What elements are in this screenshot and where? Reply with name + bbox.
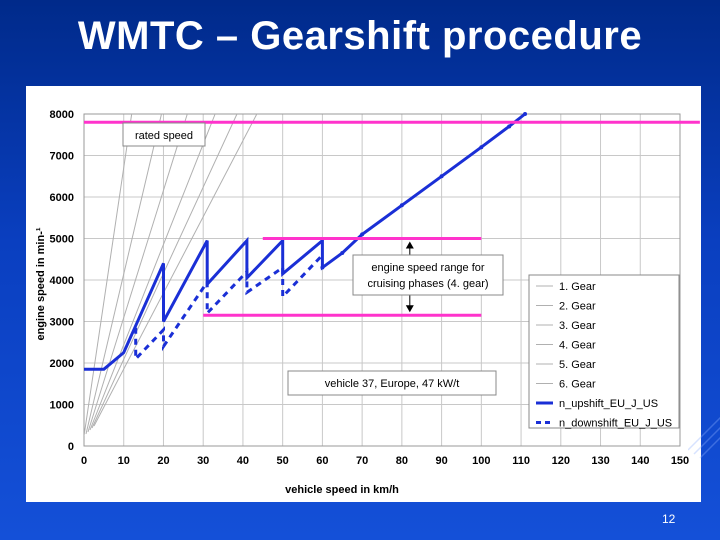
x-tick-label: 70 xyxy=(356,455,368,467)
downshift-series-line xyxy=(134,254,324,363)
x-tick-label: 130 xyxy=(591,455,609,467)
x-tick-label: 60 xyxy=(316,455,328,467)
rated-speed-box xyxy=(122,122,206,147)
x-tick-label: 110 xyxy=(512,455,530,467)
vehicle-info-box xyxy=(287,370,497,396)
gearshift-chart: 0 10 20 30 40 50 60 70 80 90 100 110 120 130 140 150 0 10… xyxy=(35,109,700,496)
gear-line xyxy=(89,113,216,431)
x-tick-label: 40 xyxy=(237,455,249,467)
gear-line xyxy=(84,113,133,437)
plot-frame xyxy=(83,113,681,447)
cruising-range-label-line2: cruising phases (4. gear) xyxy=(367,278,488,290)
x-tick-label: 90 xyxy=(435,455,447,467)
y-tick-label: 7000 xyxy=(50,151,74,163)
slide-title: WMTC – Gearshift procedure xyxy=(77,14,643,58)
upshift-point xyxy=(399,203,404,208)
upshift-point xyxy=(439,174,444,179)
x-tick-label: 150 xyxy=(671,455,689,467)
legend-entry: n_upshift_EU_J_US xyxy=(559,398,658,410)
legend-entry: n_downshift_EU_J_US xyxy=(559,418,672,430)
cruising-range-label-line1: engine speed range for xyxy=(371,262,484,274)
x-tick-label: 30 xyxy=(197,455,209,467)
legend-entry: 1. Gear xyxy=(559,281,596,293)
chart-panel: 0 10 20 30 40 50 60 70 80 90 100 110 120 130 140 150 0 10… xyxy=(26,86,701,502)
y-tick-label: 1000 xyxy=(50,400,74,412)
legend-entry: 6. Gear xyxy=(559,379,596,391)
upshift-point xyxy=(360,232,365,237)
gear-line xyxy=(87,113,188,433)
y-tick-label: 0 xyxy=(68,441,74,453)
range-arrow-down xyxy=(405,305,414,313)
x-tick-label: 100 xyxy=(472,455,490,467)
upshift-series-line xyxy=(84,112,526,371)
rated-speed-label: rated speed xyxy=(135,130,193,142)
y-tick-label: 2000 xyxy=(50,358,74,370)
y-axis-label: engine speed in min-¹ xyxy=(35,227,47,340)
plot-layer xyxy=(84,112,528,437)
decorative-corner-lines xyxy=(688,416,720,459)
vehicle-info-label: vehicle 37, Europe, 47 kW/t xyxy=(325,378,460,390)
legend-box xyxy=(528,274,680,429)
x-tick-label: 80 xyxy=(396,455,408,467)
upshift-point xyxy=(523,112,528,116)
legend-entry: 4. Gear xyxy=(559,340,596,352)
legend-entry: 2. Gear xyxy=(559,301,596,313)
y-tick-label: 6000 xyxy=(50,192,74,204)
upshift-point xyxy=(320,265,325,270)
page-number: 12 xyxy=(662,512,676,526)
x-tick-label: 50 xyxy=(277,455,289,467)
x-tick-label: 0 xyxy=(81,455,87,467)
x-axis-label: vehicle speed in km/h xyxy=(285,484,399,496)
cruising-range-box xyxy=(352,254,504,296)
range-arrow-up xyxy=(405,241,414,249)
legend-entry: 5. Gear xyxy=(559,359,596,371)
upshift-point xyxy=(507,124,512,129)
upshift-point xyxy=(340,251,345,256)
y-tick-label: 8000 xyxy=(50,109,74,121)
x-tick-label: 140 xyxy=(631,455,649,467)
y-tick-label: 5000 xyxy=(50,234,74,246)
legend-entry: 3. Gear xyxy=(559,320,596,332)
x-tick-label: 20 xyxy=(157,455,169,467)
x-tick-label: 120 xyxy=(552,455,570,467)
x-tick-label: 10 xyxy=(118,455,130,467)
legend: 1. Gear 2. Gear 3. Gear 4. Gear 5. Gear 6. Ge… xyxy=(528,274,680,430)
upshift-point xyxy=(479,145,484,150)
y-tick-label: 3000 xyxy=(50,317,74,329)
y-tick-label: 4000 xyxy=(50,275,74,287)
gear-line xyxy=(93,113,258,427)
gear-line xyxy=(85,113,162,435)
